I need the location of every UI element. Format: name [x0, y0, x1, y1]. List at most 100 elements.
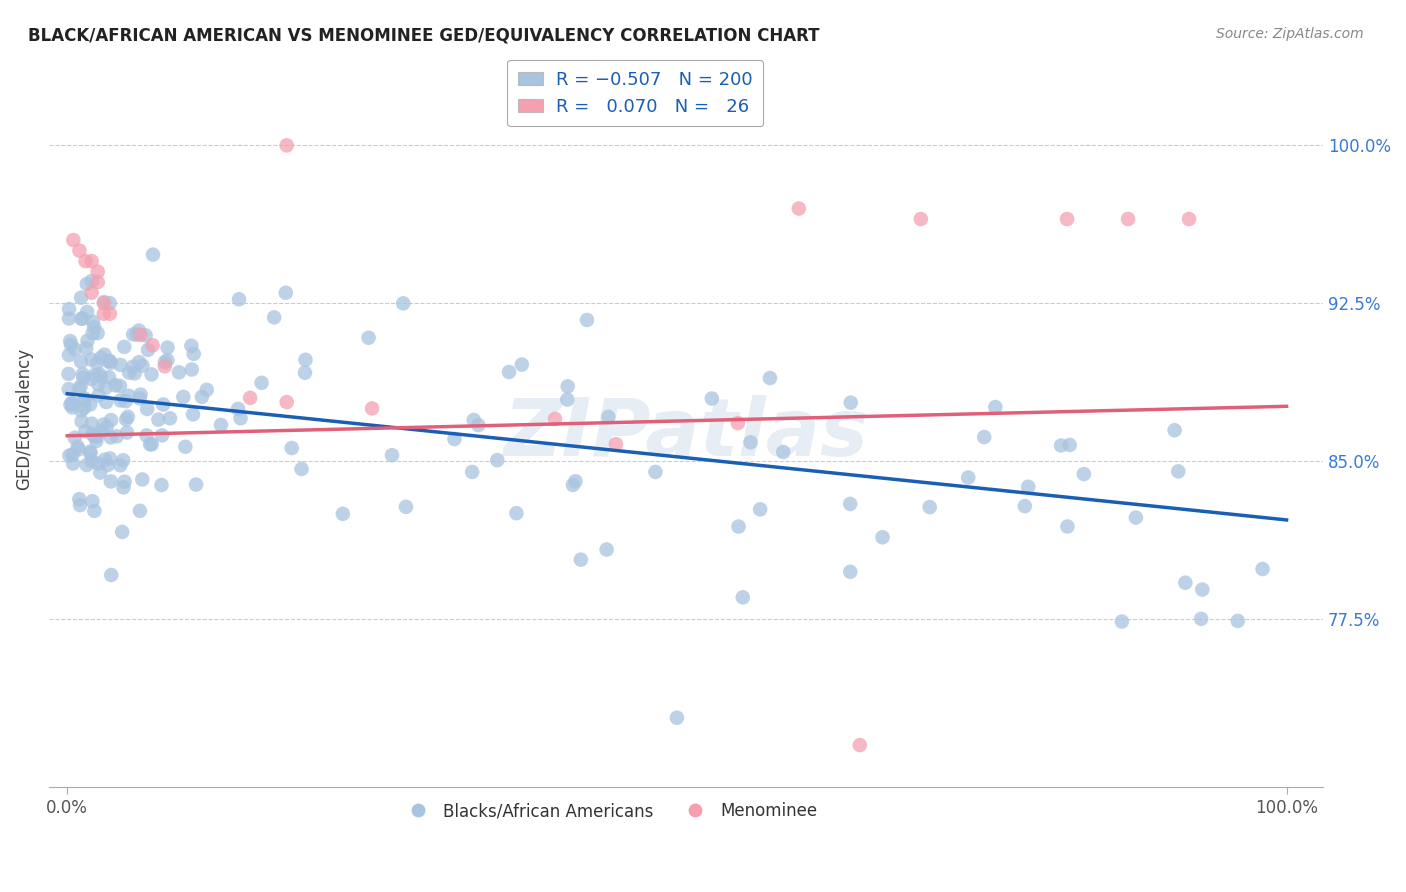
Point [839, 497, 862, 511]
Point [505, 506, 527, 520]
Point [153, 355, 176, 369]
Point [595, 542, 617, 557]
Point [58, 348, 80, 362]
Point [87, 265, 110, 279]
Point [150, 478, 173, 492]
Point [114, 394, 136, 409]
Point [98, 307, 121, 321]
Point [80, 454, 103, 468]
Point [749, 502, 772, 516]
Point [70, 311, 93, 326]
Point [290, 462, 312, 476]
Point [740, 435, 762, 450]
Point [1226, 614, 1249, 628]
Point [209, 417, 232, 432]
Point [294, 366, 316, 380]
Point [1056, 519, 1078, 533]
Point [1059, 438, 1081, 452]
Text: BLACK/AFRICAN AMERICAN VS MENOMINEE GED/EQUIVALENCY CORRELATION CHART: BLACK/AFRICAN AMERICAN VS MENOMINEE GED/… [28, 27, 820, 45]
Point [73, 392, 96, 406]
Point [112, 480, 135, 494]
Point [73, 393, 96, 408]
Point [181, 408, 204, 422]
Point [226, 401, 249, 416]
Point [228, 292, 250, 306]
Point [150, 428, 173, 442]
Point [357, 331, 380, 345]
Point [957, 470, 980, 484]
Point [180, 362, 202, 376]
Point [93, 296, 115, 310]
Point [191, 390, 214, 404]
Point [72, 368, 94, 382]
Point [129, 504, 152, 518]
Point [94, 452, 117, 467]
Point [141, 437, 163, 451]
Point [90, 351, 112, 365]
Point [112, 340, 135, 354]
Point [76, 305, 98, 319]
Point [1251, 562, 1274, 576]
Point [557, 379, 579, 393]
Point [82, 427, 104, 442]
Point [598, 409, 620, 424]
Point [79, 444, 101, 458]
Point [67, 442, 90, 457]
Point [148, 412, 170, 426]
Point [70, 355, 93, 369]
Point [63, 343, 86, 357]
Point [239, 391, 262, 405]
Point [131, 359, 153, 373]
Point [727, 519, 749, 533]
Point [1125, 510, 1147, 524]
Point [872, 530, 894, 544]
Point [75, 254, 97, 268]
Point [167, 365, 190, 379]
Point [87, 388, 110, 402]
Point [66, 440, 89, 454]
Point [544, 412, 567, 426]
Point [263, 310, 285, 325]
Point [98, 296, 121, 310]
Point [60, 396, 83, 410]
Point [58, 382, 80, 396]
Point [1050, 438, 1073, 452]
Point [128, 324, 150, 338]
Point [75, 341, 97, 355]
Point [839, 395, 862, 409]
Point [131, 473, 153, 487]
Point [94, 380, 117, 394]
Point [1111, 615, 1133, 629]
Point [1191, 582, 1213, 597]
Point [561, 478, 583, 492]
Point [984, 400, 1007, 414]
Point [121, 359, 143, 374]
Point [114, 475, 136, 489]
Point [75, 424, 97, 438]
Point [787, 202, 810, 216]
Point [100, 413, 122, 427]
Point [76, 334, 98, 348]
Point [1017, 480, 1039, 494]
Point [128, 355, 150, 369]
Point [83, 320, 105, 334]
Point [80, 417, 103, 431]
Point [294, 352, 316, 367]
Point [76, 458, 98, 472]
Point [112, 453, 135, 467]
Point [80, 372, 103, 386]
Point [141, 368, 163, 382]
Point [700, 392, 723, 406]
Point [135, 428, 157, 442]
Point [98, 354, 121, 368]
Point [80, 254, 103, 268]
Point [115, 412, 138, 426]
Point [395, 500, 418, 514]
Text: ZIPatlas: ZIPatlas [503, 394, 869, 473]
Point [87, 457, 110, 471]
Point [973, 430, 995, 444]
Point [443, 432, 465, 446]
Point [361, 401, 384, 416]
Point [1167, 464, 1189, 478]
Text: Source: ZipAtlas.com: Source: ZipAtlas.com [1216, 27, 1364, 41]
